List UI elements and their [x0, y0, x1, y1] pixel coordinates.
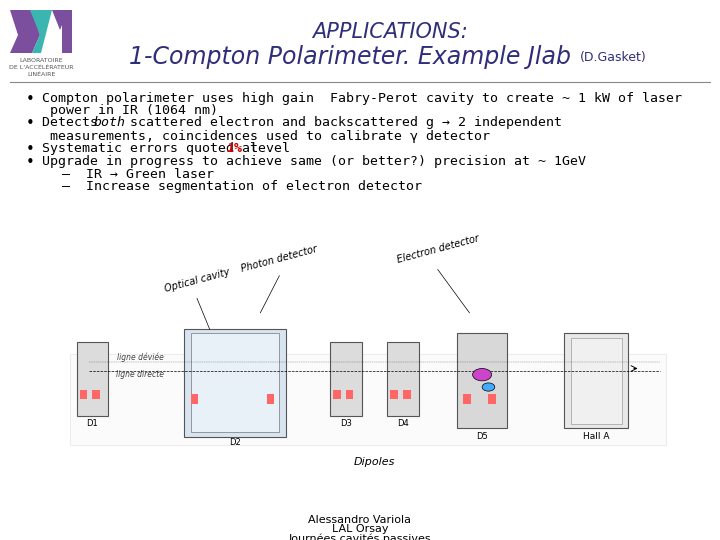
Text: 1-Compton Polarimeter. Example Jlab: 1-Compton Polarimeter. Example Jlab [129, 45, 571, 69]
Text: Journées cavités passives: Journées cavités passives [289, 533, 431, 540]
Text: Dipoles: Dipoles [354, 457, 395, 468]
Bar [346, 390, 354, 400]
Bar [456, 333, 508, 428]
Text: level: level [242, 142, 290, 155]
Text: measurements, coincidences used to calibrate γ detector: measurements, coincidences used to calib… [50, 130, 490, 143]
Text: DE L'ACCÉLÉRATEUR: DE L'ACCÉLÉRATEUR [9, 65, 73, 70]
Bar [463, 394, 471, 403]
Text: Upgrade in progress to achieve same (or better?) precision at ~ 1GeV: Upgrade in progress to achieve same (or … [42, 155, 586, 168]
Bar [330, 342, 361, 416]
Bar [191, 394, 198, 403]
Text: power in IR (1064 nm): power in IR (1064 nm) [50, 104, 218, 117]
Polygon shape [10, 10, 40, 53]
Circle shape [482, 383, 495, 391]
Text: •: • [26, 92, 35, 107]
Bar [390, 390, 398, 400]
Text: Alessandro Variola: Alessandro Variola [308, 515, 412, 525]
Text: D2: D2 [229, 438, 241, 447]
Text: ligne déviée: ligne déviée [117, 353, 163, 362]
Text: (D.Gasket): (D.Gasket) [580, 51, 647, 64]
Bar [80, 390, 87, 400]
Text: Electron detector: Electron detector [395, 234, 480, 265]
Text: –  Increase segmentation of electron detector: – Increase segmentation of electron dete… [62, 180, 422, 193]
Text: ligne directe: ligne directe [116, 370, 164, 379]
Text: both: both [94, 116, 126, 129]
Bar [71, 354, 666, 445]
Bar [387, 342, 419, 416]
Text: scattered electron and backscattered g → 2 independent: scattered electron and backscattered g →… [122, 116, 562, 129]
Text: 1%: 1% [227, 142, 243, 155]
Text: Optical cavity: Optical cavity [163, 267, 231, 294]
Text: Detects: Detects [42, 116, 106, 129]
Bar [266, 394, 274, 403]
Text: D3: D3 [340, 419, 352, 428]
Text: LABORATOIRE: LABORATOIRE [19, 58, 63, 63]
Text: APPLICATIONS:: APPLICATIONS: [312, 22, 468, 42]
Bar [92, 390, 100, 400]
Bar [403, 390, 410, 400]
Bar [488, 394, 496, 403]
Bar [191, 333, 279, 433]
Polygon shape [30, 10, 60, 53]
Text: Systematic errors quoted at: Systematic errors quoted at [42, 142, 266, 155]
Text: •: • [26, 155, 35, 170]
Polygon shape [52, 10, 72, 53]
Text: –  IR → Green laser: – IR → Green laser [62, 168, 214, 181]
Bar [333, 390, 341, 400]
Bar [571, 338, 621, 424]
Text: LAL Orsay: LAL Orsay [332, 524, 388, 534]
Text: LINÉAIRE: LINÉAIRE [27, 72, 55, 77]
Text: Hall A: Hall A [583, 431, 609, 441]
Bar [564, 333, 628, 428]
Bar [76, 342, 108, 416]
Text: Photon detector: Photon detector [240, 244, 318, 274]
Text: •: • [26, 116, 35, 131]
Text: Compton polarimeter uses high gain  Fabry-Perot cavity to create ~ 1 kW of laser: Compton polarimeter uses high gain Fabry… [42, 92, 682, 105]
Circle shape [472, 368, 492, 381]
Text: •: • [26, 142, 35, 157]
Text: D1: D1 [86, 419, 99, 428]
Text: D5: D5 [476, 431, 488, 441]
Bar [184, 329, 286, 436]
Text: D4: D4 [397, 419, 409, 428]
